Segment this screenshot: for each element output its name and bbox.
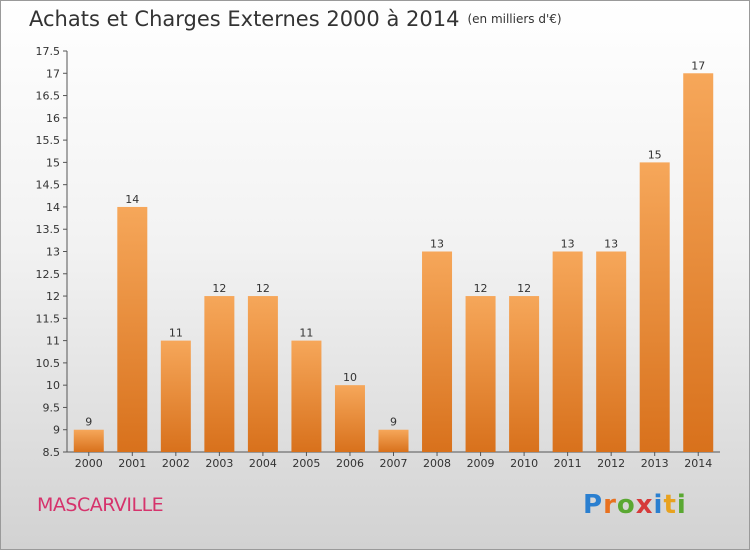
y-tick-label: 15.5 — [36, 134, 61, 147]
bar — [596, 251, 627, 452]
bar — [117, 206, 148, 452]
x-tick-label: 2007 — [380, 457, 408, 470]
bar-value-label: 12 — [256, 282, 270, 295]
bar-value-label: 13 — [430, 238, 444, 251]
y-tick-label: 16 — [46, 112, 60, 125]
logo-letter: i — [676, 490, 687, 520]
bar-value-label: 14 — [125, 193, 139, 206]
bar-value-label: 17 — [691, 59, 705, 72]
x-tick-label: 2002 — [162, 457, 190, 470]
y-tick-label: 17 — [46, 67, 60, 80]
x-tick-label: 2003 — [205, 457, 233, 470]
bar-value-label: 9 — [390, 416, 397, 429]
x-tick-label: 2011 — [554, 457, 582, 470]
bar — [204, 296, 235, 452]
x-tick-label: 2004 — [249, 457, 277, 470]
y-tick-label: 12.5 — [36, 268, 61, 281]
x-tick-label: 2001 — [118, 457, 146, 470]
x-tick-label: 2005 — [292, 457, 320, 470]
logo-letter: P — [583, 490, 604, 520]
proxiti-logo: Proxiti — [583, 490, 687, 520]
logo-letter: i — [653, 490, 664, 520]
x-tick-label: 2000 — [75, 457, 103, 470]
bar — [378, 429, 409, 452]
logo-letter: t — [663, 490, 677, 520]
y-tick-label: 13.5 — [36, 223, 61, 236]
x-tick-label: 2013 — [641, 457, 669, 470]
x-tick-label: 2010 — [510, 457, 538, 470]
y-tick-label: 10.5 — [36, 357, 61, 370]
bar — [247, 296, 278, 452]
y-tick-label: 9.5 — [43, 401, 61, 414]
bar — [465, 296, 496, 452]
bar — [291, 340, 322, 452]
logo-letter: r — [603, 490, 617, 520]
bar — [552, 251, 583, 452]
x-tick-label: 2009 — [467, 457, 495, 470]
chart-unit: (en milliers d'€) — [467, 12, 562, 26]
y-tick-label: 11.5 — [36, 312, 61, 325]
bar-value-label: 10 — [343, 371, 357, 384]
bar-value-label: 13 — [604, 238, 618, 251]
y-tick-label: 16.5 — [36, 90, 61, 103]
y-tick-label: 10 — [46, 379, 60, 392]
bar-value-label: 12 — [517, 282, 531, 295]
bar-value-label: 12 — [212, 282, 226, 295]
bar-value-label: 12 — [474, 282, 488, 295]
bar-value-label: 11 — [299, 327, 313, 340]
bar-value-label: 9 — [85, 416, 92, 429]
logo-letter: o — [616, 490, 636, 520]
bar-value-label: 15 — [648, 148, 662, 161]
bar-value-label: 11 — [169, 327, 183, 340]
y-tick-label: 14 — [46, 201, 60, 214]
x-tick-label: 2012 — [597, 457, 625, 470]
logo-letter: x — [635, 490, 654, 520]
y-tick-label: 9 — [53, 424, 60, 437]
bar — [509, 296, 540, 452]
chart-title: Achats et Charges Externes 2000 à 2014 (e… — [29, 7, 562, 31]
bar — [334, 385, 365, 452]
bar — [639, 162, 670, 452]
y-tick-label: 13 — [46, 246, 60, 259]
bar — [73, 429, 104, 452]
x-tick-label: 2008 — [423, 457, 451, 470]
y-tick-label: 8.5 — [43, 446, 61, 459]
x-tick-label: 2006 — [336, 457, 364, 470]
bar — [422, 251, 453, 452]
bar — [683, 73, 714, 453]
bar-value-label: 13 — [561, 238, 575, 251]
y-tick-label: 15 — [46, 156, 60, 169]
y-tick-label: 11 — [46, 335, 60, 348]
y-tick-label: 14.5 — [36, 179, 61, 192]
y-tick-label: 12 — [46, 290, 60, 303]
y-tick-label: 17.5 — [36, 45, 61, 58]
x-tick-label: 2014 — [684, 457, 712, 470]
commune-name: MASCARVILLE — [37, 494, 164, 516]
chart-title-text: Achats et Charges Externes 2000 à 2014 — [29, 7, 460, 31]
bar — [160, 340, 191, 452]
